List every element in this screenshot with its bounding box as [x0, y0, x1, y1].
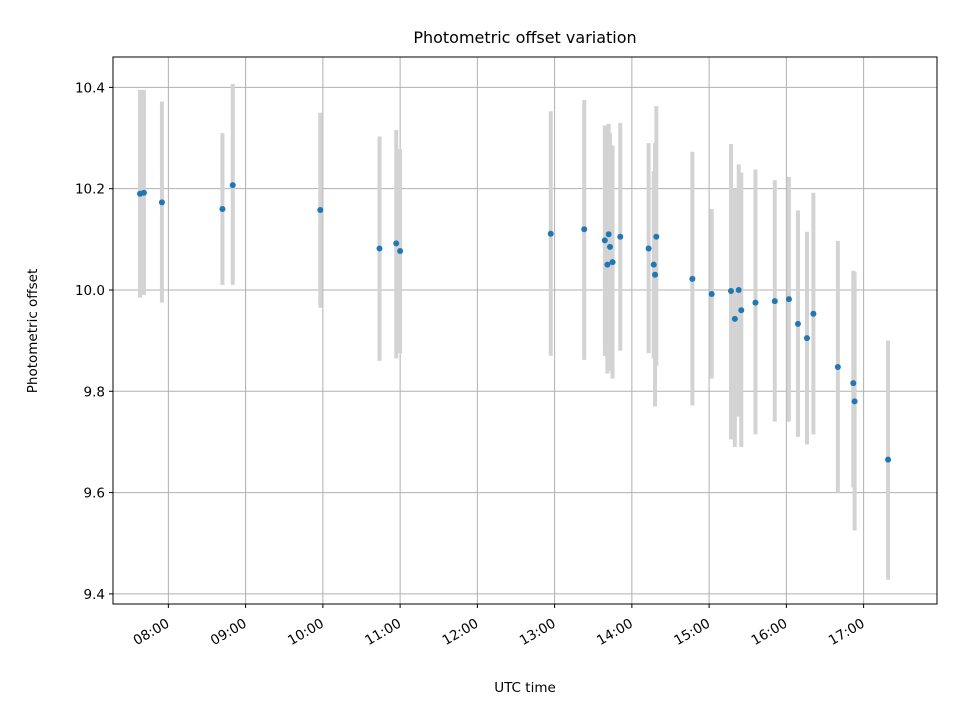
data-point [158, 199, 165, 206]
x-tick-label: 13:00 [517, 616, 559, 649]
x-tick-label: 17:00 [826, 616, 868, 649]
data-point [605, 231, 612, 238]
data-point [397, 247, 404, 254]
x-tick-label: 16:00 [749, 616, 791, 649]
x-tick-label: 08:00 [131, 616, 173, 649]
data-point [547, 230, 554, 237]
x-tick-label: 09:00 [208, 616, 250, 649]
data-point [376, 245, 383, 252]
data-point [794, 320, 801, 327]
data-point [785, 296, 792, 303]
data-point [834, 363, 841, 370]
data-point [219, 205, 226, 212]
x-axis-ticks: 08:00 09:00 10:00 11:00 12:00 13:00 14:00 15:00… [131, 604, 868, 649]
data-point [752, 299, 759, 306]
data-point [650, 261, 657, 268]
data-point [653, 233, 660, 240]
data-point [609, 259, 616, 266]
chart-title: Photometric offset variation [413, 28, 636, 47]
y-axis-label: Photometric offset [25, 269, 41, 393]
data-point [617, 233, 624, 240]
x-tick-label: 14:00 [594, 616, 636, 649]
data-point [851, 398, 858, 405]
data-point [652, 271, 659, 278]
data-point [728, 287, 734, 294]
data-point [735, 286, 742, 293]
data-point [803, 335, 810, 342]
data-point [885, 456, 892, 463]
data-point [850, 380, 857, 387]
x-tick-label: 15:00 [671, 616, 713, 649]
y-axis-ticks: 9.4 9.6 9.8 10.0 10.2 10.4 [75, 80, 113, 603]
data-point [581, 226, 588, 233]
y-tick-label: 9.4 [84, 587, 105, 603]
data-point [140, 189, 147, 196]
y-tick-label: 10.0 [75, 283, 105, 299]
plot-frame [112, 56, 938, 605]
data-point [738, 307, 745, 314]
x-tick-label: 11:00 [362, 616, 404, 649]
data-point [810, 310, 817, 317]
x-axis-label: UTC time [494, 680, 556, 696]
y-tick-label: 10.4 [75, 80, 105, 96]
x-tick-label: 10:00 [285, 616, 327, 649]
x-tick-label: 12:00 [440, 616, 482, 649]
data-point [317, 206, 324, 213]
y-tick-label: 9.8 [84, 384, 105, 400]
data-point [708, 291, 715, 298]
data-point [771, 298, 778, 305]
errorbar-layer [138, 83, 891, 580]
point-layer [137, 182, 892, 463]
data-point [229, 182, 236, 189]
y-tick-label: 10.2 [75, 182, 105, 198]
data-point [606, 243, 613, 250]
data-point [645, 245, 652, 252]
data-point [604, 261, 611, 268]
data-point [731, 315, 738, 322]
data-point [393, 240, 400, 247]
data-point [601, 237, 608, 244]
y-tick-label: 9.6 [84, 486, 105, 502]
data-point [689, 275, 696, 282]
